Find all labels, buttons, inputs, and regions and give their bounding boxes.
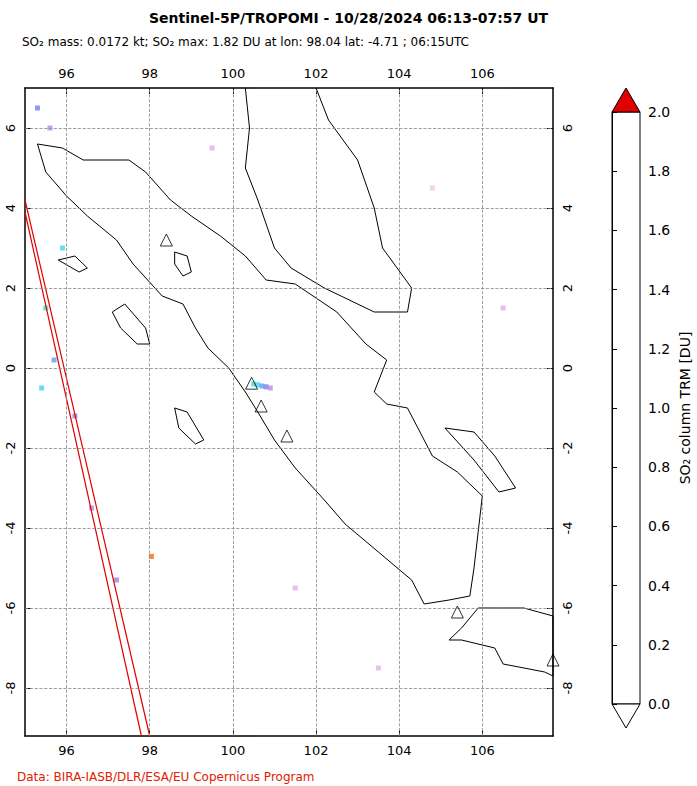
svg-text:106: 106: [470, 66, 495, 81]
svg-text:100: 100: [220, 66, 245, 81]
svg-text:-6: -6: [560, 602, 575, 615]
svg-text:-4: -4: [560, 522, 575, 535]
svg-text:96: 96: [58, 66, 75, 81]
svg-text:SO₂ column TRM [DU]: SO₂ column TRM [DU]: [677, 332, 693, 485]
svg-text:0.2: 0.2: [648, 637, 670, 653]
svg-text:2: 2: [3, 284, 18, 292]
svg-text:-4: -4: [3, 522, 18, 535]
svg-text:104: 104: [387, 66, 412, 81]
svg-text:104: 104: [387, 743, 412, 758]
svg-text:0.6: 0.6: [648, 518, 670, 534]
svg-text:2.0: 2.0: [648, 104, 670, 120]
svg-text:102: 102: [304, 743, 329, 758]
svg-text:Data: BIRA-IASB/DLR/ESA/EU Cop: Data: BIRA-IASB/DLR/ESA/EU Copernicus Pr…: [17, 770, 315, 784]
svg-text:Sentinel-5P/TROPOMI - 10/28/20: Sentinel-5P/TROPOMI - 10/28/2024 06:13-0…: [149, 10, 549, 26]
svg-text:0.8: 0.8: [648, 459, 670, 475]
svg-text:1.8: 1.8: [648, 163, 670, 179]
svg-text:98: 98: [141, 743, 158, 758]
svg-text:1.2: 1.2: [648, 341, 670, 357]
svg-text:1.4: 1.4: [648, 282, 670, 298]
svg-text:-8: -8: [560, 682, 575, 695]
svg-text:2: 2: [560, 284, 575, 292]
svg-text:102: 102: [304, 66, 329, 81]
svg-text:0.4: 0.4: [648, 578, 670, 594]
svg-text:96: 96: [58, 743, 75, 758]
svg-text:-2: -2: [560, 442, 575, 455]
svg-text:0.0: 0.0: [648, 696, 670, 712]
svg-text:98: 98: [141, 66, 158, 81]
svg-text:6: 6: [3, 124, 18, 132]
svg-text:-2: -2: [3, 442, 18, 455]
svg-text:0: 0: [3, 364, 18, 372]
svg-text:100: 100: [220, 743, 245, 758]
svg-text:6: 6: [560, 124, 575, 132]
svg-text:-8: -8: [3, 682, 18, 695]
svg-text:0: 0: [560, 364, 575, 372]
svg-text:1.6: 1.6: [648, 222, 670, 238]
svg-text:SO₂ mass: 0.0172 kt; SO₂ max:: SO₂ mass: 0.0172 kt; SO₂ max: 1.82 DU at…: [22, 35, 469, 49]
svg-text:4: 4: [3, 204, 18, 212]
svg-text:4: 4: [560, 204, 575, 212]
svg-text:106: 106: [470, 743, 495, 758]
svg-text:-6: -6: [3, 602, 18, 615]
svg-text:1.0: 1.0: [648, 400, 670, 416]
